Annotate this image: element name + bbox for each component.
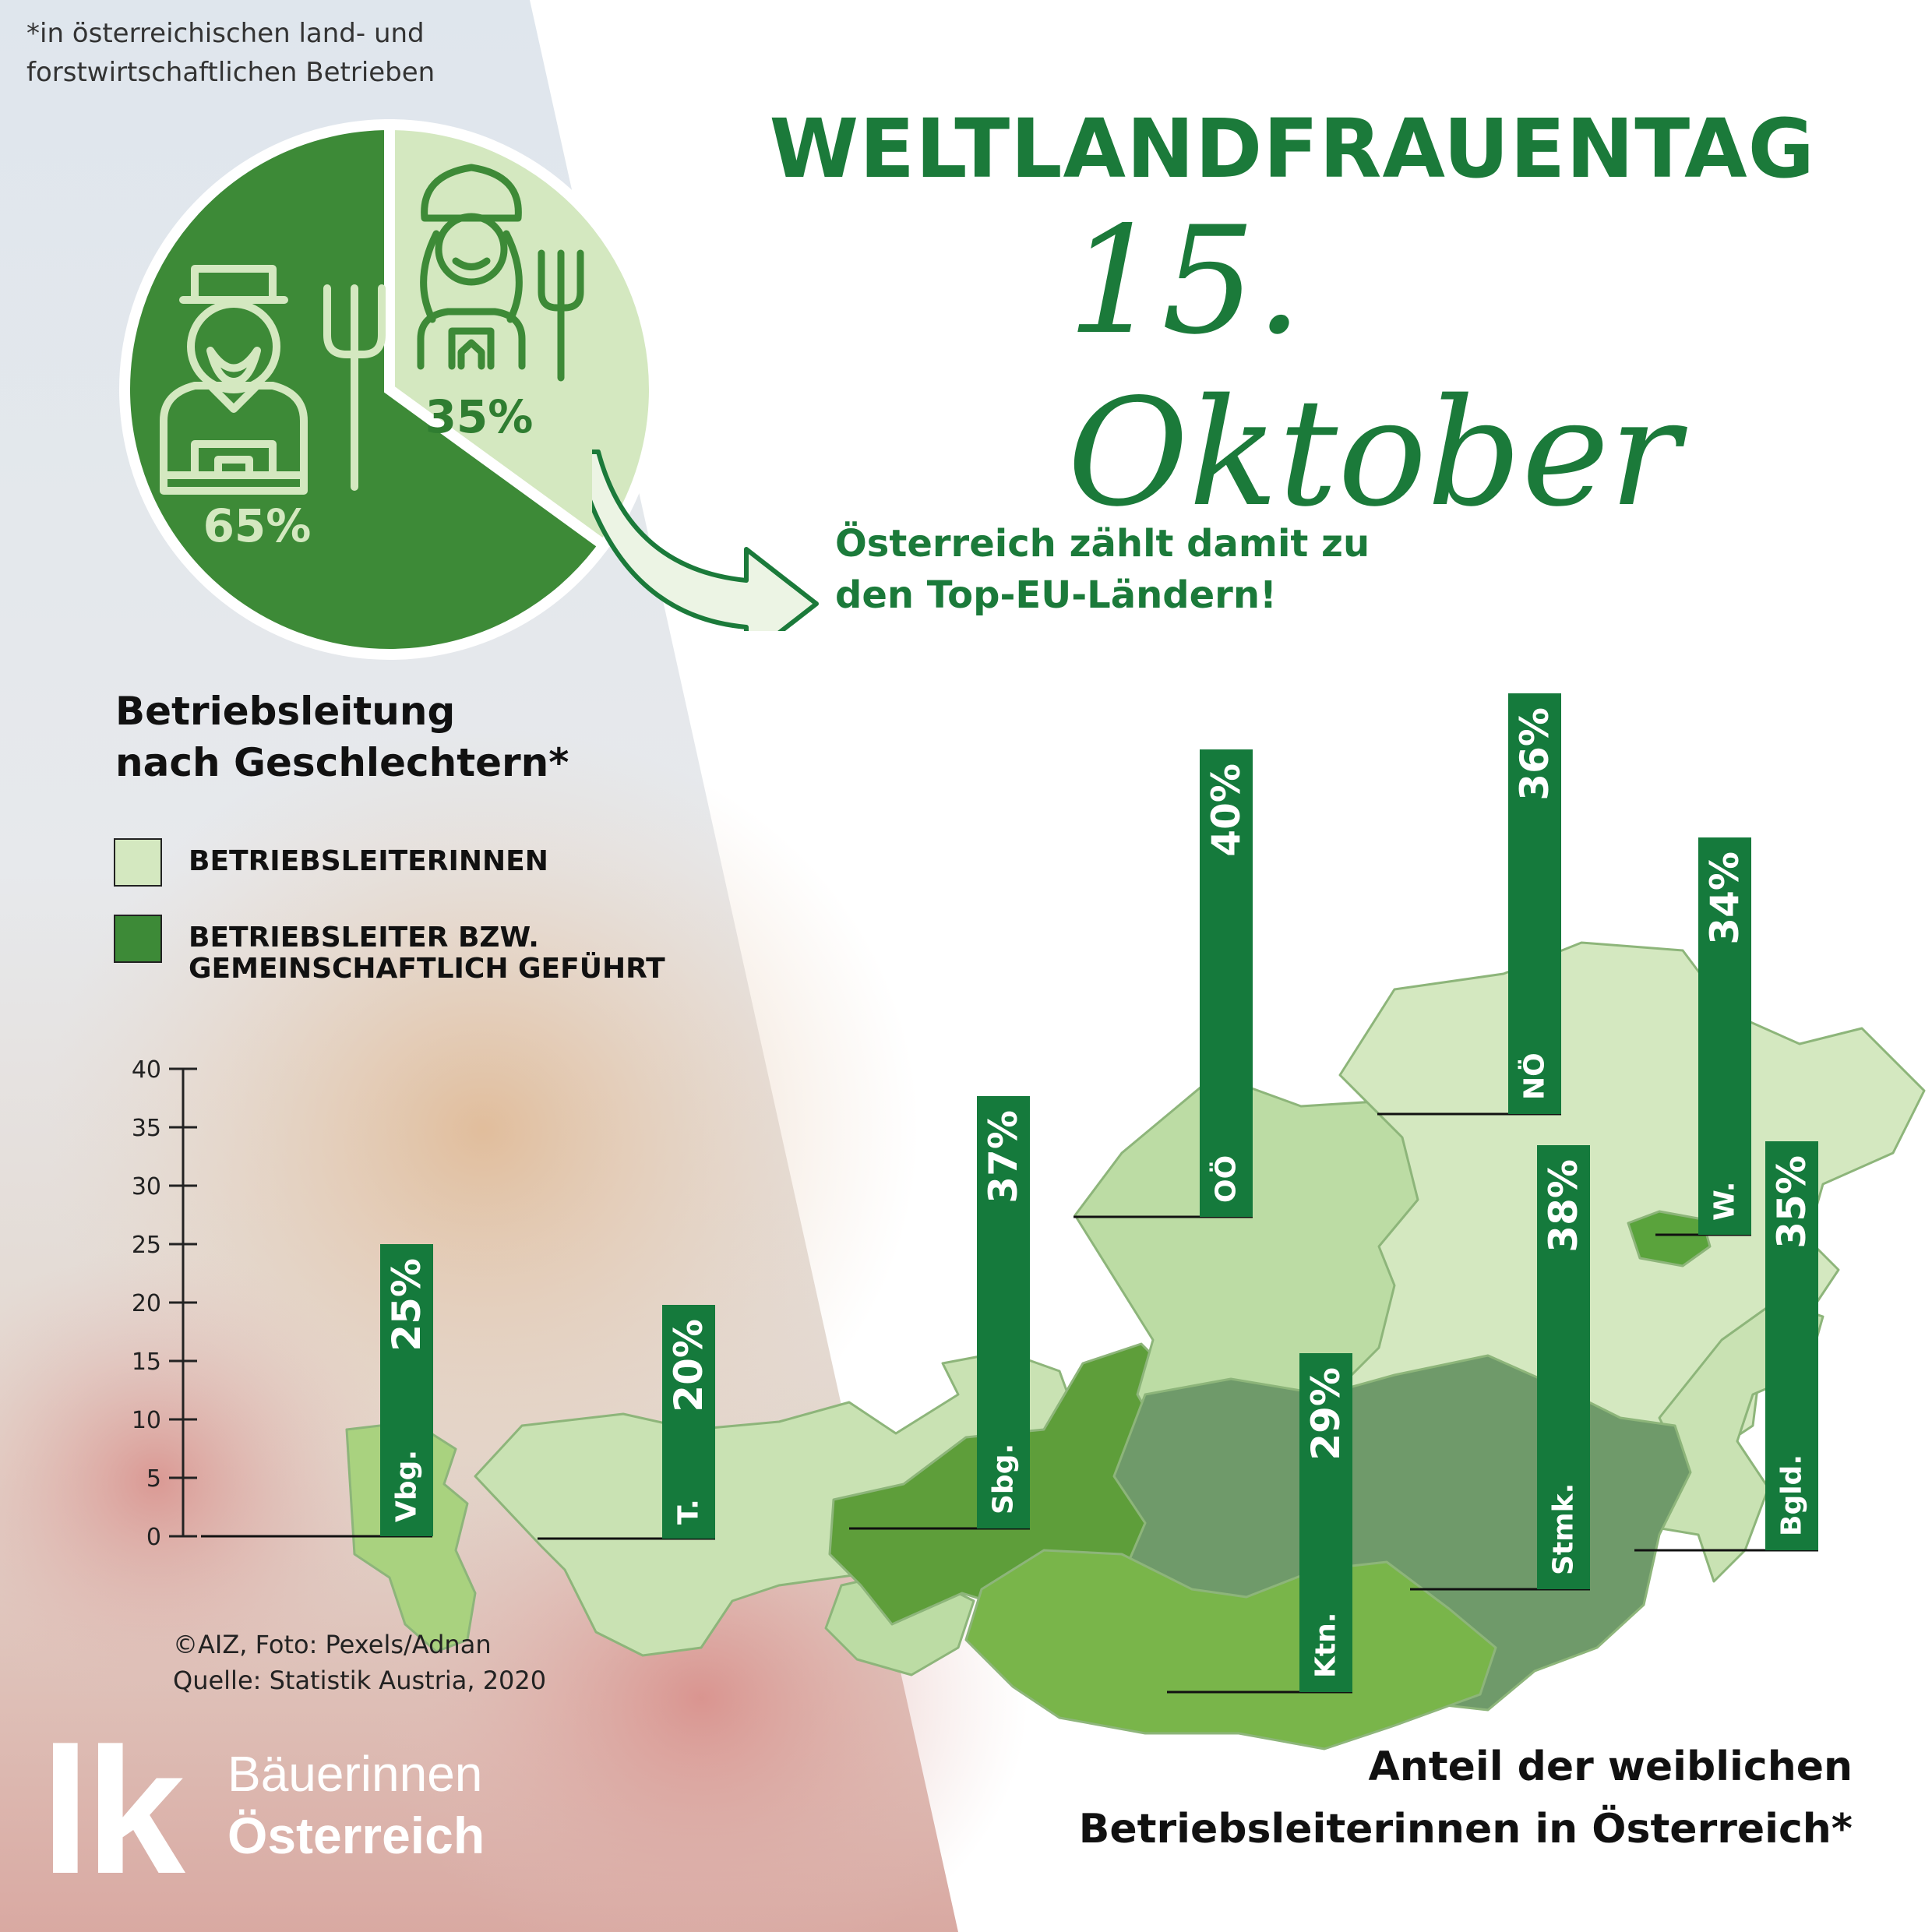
pie-chart: 35% 65% [119, 118, 660, 660]
bar-category-label: Vbg. [391, 1450, 423, 1522]
bar-value-label: 36% [1512, 707, 1557, 801]
bar-value-label: 25% [384, 1258, 429, 1352]
bar-sbg [977, 1096, 1030, 1528]
bar-value-label: 20% [666, 1319, 711, 1412]
bar-category-label: Stmk. [1548, 1483, 1580, 1575]
credit: ©AIZ, Foto: Pexels/Adnan Quelle: Statist… [173, 1630, 547, 1695]
bar-w [1698, 837, 1751, 1235]
bar-value-label: 34% [1702, 851, 1747, 945]
legend-label-female: BETRIEBSLEITERINNEN [189, 845, 548, 877]
bar-t [662, 1305, 715, 1539]
bar-bgld [1765, 1141, 1818, 1550]
bar-marks: 25% Vbg. 20% T. 37% Sbg. 40% OÖ 29% Ktn. 36% NÖ 38% S… [201, 693, 1818, 1694]
y-tick-label: 0 [146, 1524, 161, 1551]
footnote: *in österreichischen land- und forstwirt… [26, 18, 435, 88]
curved-arrow-icon [592, 450, 819, 631]
chart-heading: Betriebsleitung nach Geschlechtern* [115, 689, 569, 785]
bar-ktn [1299, 1353, 1352, 1692]
logo-line1: Bäuerinnen [227, 1746, 483, 1802]
title: WELTLANDFRAUENTAG [769, 101, 1815, 196]
pie-slice-male [119, 118, 612, 660]
region-kaernten [964, 1549, 1497, 1750]
female-farmer-icon [417, 164, 584, 382]
bar-value-label: 37% [981, 1110, 1026, 1204]
bar-category-label: OÖ [1210, 1155, 1243, 1203]
bar-category-label: W. [1709, 1182, 1741, 1221]
bar-category-label: NÖ [1518, 1052, 1551, 1100]
y-tick-label: 25 [132, 1232, 161, 1259]
bar-category-label: T. [673, 1499, 705, 1525]
map-caption: Anteil der weiblichen Betriebsleiterinne… [1078, 1743, 1853, 1853]
legend-swatch-male [114, 915, 162, 963]
y-tick-label: 40 [132, 1056, 161, 1084]
bar-value-label: 35% [1769, 1155, 1814, 1249]
bar-category-label: Ktn. [1310, 1613, 1342, 1678]
date-script: 15. Oktober [1067, 195, 1680, 539]
bar-category-label: Bgld. [1776, 1454, 1808, 1536]
pie-label-female: 35% [425, 390, 534, 443]
bar-axis: 0 5 10 15 20 25 30 35 40 [132, 1056, 197, 1551]
pitchfork-icon [323, 284, 386, 491]
bar-stmk [1537, 1145, 1590, 1589]
bar-value-label: 38% [1541, 1159, 1586, 1253]
y-tick-label: 30 [132, 1173, 161, 1200]
y-tick-label: 5 [146, 1465, 161, 1493]
bar-nö [1508, 693, 1561, 1114]
top-eu-note: Österreich zählt damit zu den Top-EU-Län… [835, 522, 1370, 617]
region-wien [1627, 1210, 1712, 1267]
legend-label-male: BETRIEBSLEITER BZW. GEMEINSCHAFTLICH GEF… [189, 922, 665, 985]
y-tick-label: 10 [132, 1407, 161, 1434]
y-tick-label: 20 [132, 1290, 161, 1317]
bar-value-label: 29% [1303, 1367, 1349, 1461]
y-tick-label: 35 [132, 1115, 161, 1142]
logo-line2: Österreich [227, 1807, 485, 1864]
austria-map [345, 941, 1926, 1750]
y-tick-label: 15 [132, 1349, 161, 1376]
bar-value-label: 40% [1204, 763, 1249, 857]
bar-vbg [380, 1244, 433, 1536]
legend-item-male: BETRIEBSLEITER BZW. GEMEINSCHAFTLICH GEF… [114, 915, 665, 985]
bar-category-label: Sbg. [988, 1444, 1020, 1514]
lk-logo-mark: lk [41, 1711, 185, 1911]
male-farmer-icon [160, 265, 308, 495]
pie-label-male: 65% [203, 499, 312, 552]
legend-swatch-female [114, 838, 162, 887]
legend-item-female: BETRIEBSLEITERINNEN [114, 838, 548, 887]
bar-oö [1200, 749, 1253, 1217]
